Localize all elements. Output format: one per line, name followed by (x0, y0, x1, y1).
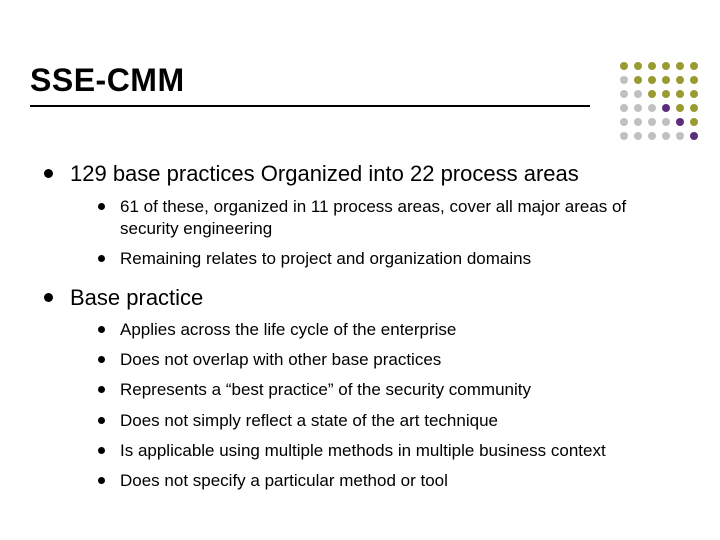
bullet-level2: Remaining relates to project and organiz… (98, 248, 684, 270)
bullet-level2: Is applicable using multiple methods in … (98, 440, 684, 462)
bullet-sublist: 61 of these, organized in 11 process are… (98, 196, 684, 270)
bullet-text: 129 base practices Organized into 22 pro… (70, 161, 579, 186)
slide: SSE-CMM 129 base practices Organized int… (0, 0, 720, 540)
bullet-list: 129 base practices Organized into 22 pro… (44, 160, 684, 492)
bullet-level1: 129 base practices Organized into 22 pro… (44, 160, 684, 270)
bullet-level1: Base practice Applies across the life cyc… (44, 284, 684, 492)
bullet-level2: Does not overlap with other base practic… (98, 349, 684, 371)
bullet-level2: Represents a “best practice” of the secu… (98, 379, 684, 401)
content-area: 129 base practices Organized into 22 pro… (44, 160, 684, 506)
bullet-level2: Does not specify a particular method or … (98, 470, 684, 492)
bullet-level2: Applies across the life cycle of the ent… (98, 319, 684, 341)
title-block: SSE-CMM (30, 62, 590, 107)
bullet-text: Base practice (70, 285, 203, 310)
bullet-sublist: Applies across the life cycle of the ent… (98, 319, 684, 492)
title-underline (30, 105, 590, 107)
decorative-dot-grid (618, 60, 700, 142)
slide-title: SSE-CMM (30, 62, 590, 99)
bullet-level2: Does not simply reflect a state of the a… (98, 410, 684, 432)
bullet-level2: 61 of these, organized in 11 process are… (98, 196, 684, 240)
